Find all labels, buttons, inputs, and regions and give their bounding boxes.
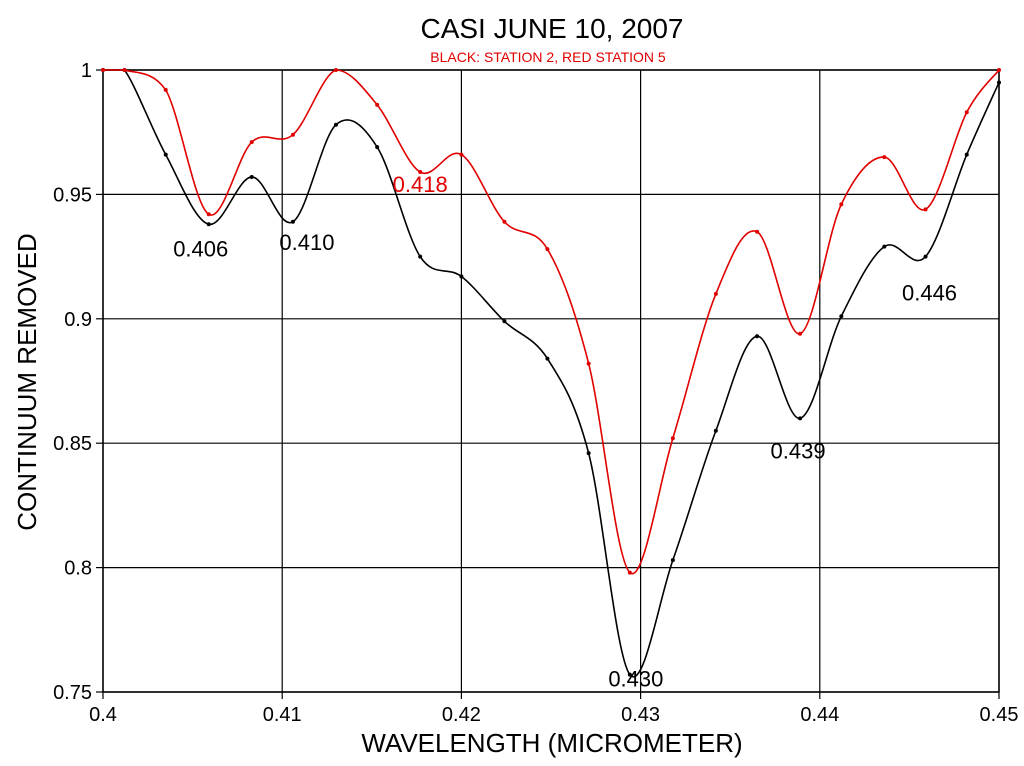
- series-1: [101, 68, 1001, 575]
- series-point: [755, 334, 760, 339]
- series-point: [713, 428, 718, 433]
- series-point: [459, 152, 464, 157]
- series-point: [670, 558, 675, 563]
- series-point: [290, 219, 295, 224]
- series-point: [101, 68, 105, 72]
- peak-annotation: 0.430: [608, 667, 663, 692]
- series-point: [755, 229, 760, 234]
- series-point: [923, 254, 928, 259]
- series-lines: [101, 68, 1001, 678]
- series-point: [163, 87, 168, 92]
- x-tick-label: 0.43: [621, 704, 660, 726]
- series-point: [586, 361, 591, 366]
- series-point: [713, 291, 718, 296]
- chart-title: CASI JUNE 10, 2007: [420, 13, 683, 44]
- series-point: [418, 170, 423, 175]
- x-axis-ticks: 0.4 0.41 0.42 0.43 0.44 0.45: [89, 692, 1018, 726]
- peak-annotation: 0.418: [393, 172, 448, 197]
- series-point: [997, 80, 1001, 85]
- series-point: [839, 314, 844, 319]
- y-axis-ticks: 0.75 0.8 0.85 0.9 0.95 1: [53, 60, 103, 704]
- y-tick-label: 0.85: [53, 433, 92, 455]
- x-tick-label: 0.4: [89, 704, 117, 726]
- peak-annotation: 0.446: [902, 281, 957, 306]
- series-point: [670, 436, 675, 441]
- series-point: [249, 140, 254, 145]
- series-point: [798, 331, 803, 336]
- peak-annotation: 0.439: [771, 438, 826, 463]
- series-point: [964, 152, 969, 157]
- y-tick-label: 0.95: [53, 184, 92, 206]
- series-point: [122, 68, 127, 72]
- series-point: [627, 570, 632, 575]
- peak-annotations: 0.406 0.410 0.418 0.430 0.439 0.446: [173, 172, 957, 692]
- series-point: [418, 254, 423, 259]
- x-tick-label: 0.44: [800, 704, 839, 726]
- y-tick-label: 0.8: [64, 558, 92, 580]
- series-point: [882, 244, 887, 249]
- peak-annotation: 0.410: [279, 230, 334, 255]
- series-point: [206, 222, 211, 227]
- series-point: [502, 219, 507, 224]
- series-point: [882, 155, 887, 160]
- plot-area-frame: [102, 69, 1000, 693]
- series-point: [459, 274, 464, 279]
- series-point: [206, 212, 211, 217]
- series-point: [798, 416, 803, 421]
- y-tick-label: 0.75: [53, 682, 92, 704]
- series-point: [964, 110, 969, 115]
- y-tick-label: 1: [81, 60, 92, 82]
- series-point: [923, 207, 928, 212]
- x-tick-label: 0.41: [263, 704, 302, 726]
- series-point: [545, 247, 550, 252]
- series-point: [375, 145, 380, 150]
- series-point: [502, 319, 507, 324]
- series-point: [163, 152, 168, 157]
- x-axis-label: WAVELENGTH (MICROMETER): [361, 728, 742, 758]
- series-point: [290, 132, 295, 137]
- series-point: [375, 102, 380, 107]
- y-tick-label: 0.9: [64, 309, 92, 331]
- x-tick-label: 0.42: [442, 704, 481, 726]
- series-point: [627, 672, 632, 677]
- x-tick-label: 0.45: [980, 704, 1019, 726]
- series-point: [333, 68, 338, 72]
- series-point: [997, 68, 1001, 72]
- series-point: [249, 174, 254, 179]
- peak-annotation: 0.406: [173, 236, 228, 261]
- series-point: [586, 451, 591, 456]
- series-point: [545, 356, 550, 361]
- y-axis-label: CONTINUUM REMOVED: [12, 233, 42, 531]
- series-point: [839, 202, 844, 207]
- series-point: [333, 122, 338, 127]
- chart-subtitle: BLACK: STATION 2, RED STATION 5: [430, 49, 666, 65]
